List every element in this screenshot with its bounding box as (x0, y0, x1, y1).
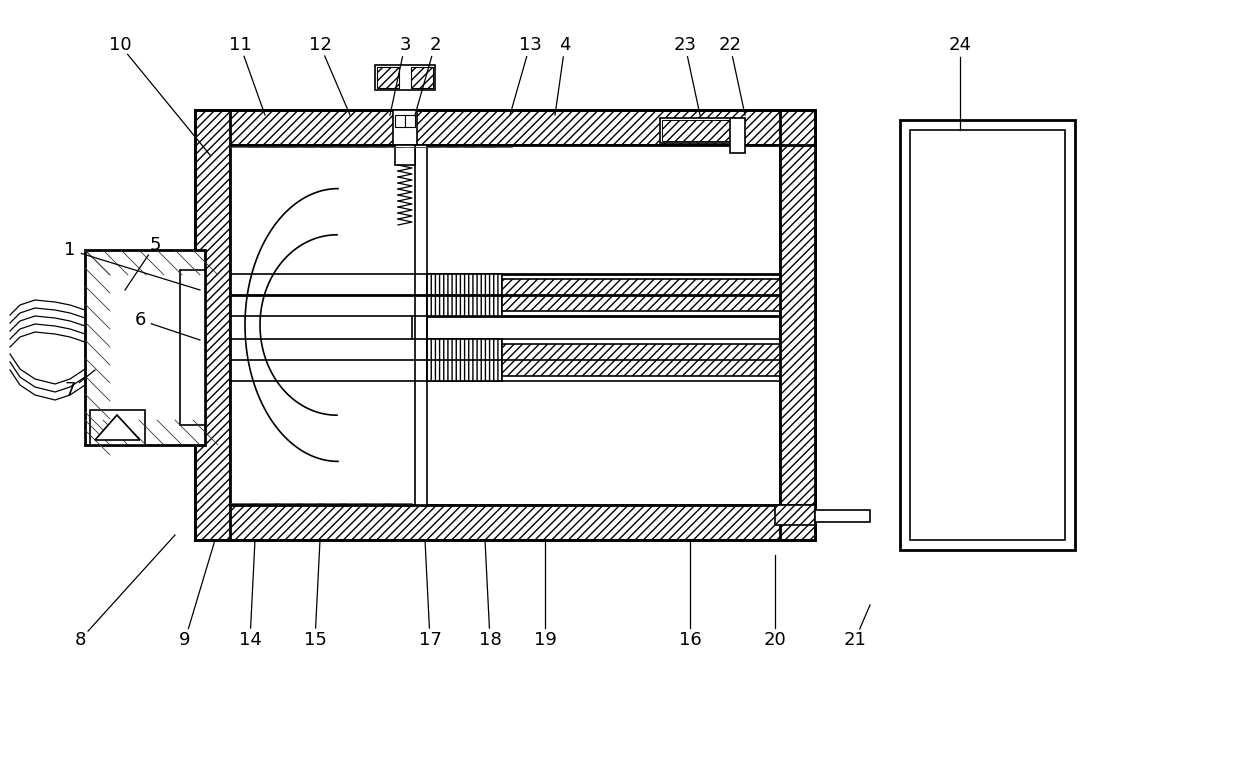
Polygon shape (95, 415, 140, 440)
Bar (662, 120, 733, 141)
Bar (180, 270, 205, 425)
Text: 7: 7 (64, 381, 76, 399)
Text: 2: 2 (429, 36, 440, 54)
Text: 19: 19 (533, 631, 557, 649)
Bar (377, 67, 399, 88)
Bar (660, 118, 735, 143)
Bar (780, 145, 815, 505)
Bar (396, 145, 415, 165)
Bar (91, 410, 145, 445)
Bar (502, 344, 780, 376)
Text: 15: 15 (304, 631, 326, 649)
Bar (502, 279, 780, 311)
Text: 11: 11 (228, 36, 252, 54)
Text: 5: 5 (149, 236, 161, 254)
Bar (393, 110, 417, 145)
Text: 8: 8 (74, 631, 86, 649)
Bar (195, 110, 815, 145)
Text: 4: 4 (559, 36, 570, 54)
Text: 22: 22 (718, 36, 742, 54)
Bar (410, 67, 433, 88)
Text: 21: 21 (843, 631, 867, 649)
Text: 12: 12 (309, 36, 331, 54)
Bar (900, 120, 1075, 550)
Bar (730, 118, 745, 153)
Bar (195, 110, 815, 540)
Bar (780, 110, 815, 540)
Bar (195, 110, 229, 540)
Text: 20: 20 (764, 631, 786, 649)
Bar (396, 115, 405, 127)
Bar (910, 130, 1065, 540)
Bar (374, 65, 435, 90)
Bar (815, 510, 870, 522)
Text: 9: 9 (180, 631, 191, 649)
Text: 16: 16 (678, 631, 702, 649)
Text: 13: 13 (518, 36, 542, 54)
Bar (775, 505, 815, 525)
Bar (86, 250, 205, 445)
Text: 24: 24 (949, 36, 971, 54)
Text: 10: 10 (109, 36, 131, 54)
Text: 3: 3 (399, 36, 410, 54)
Text: 6: 6 (134, 311, 145, 329)
Bar (415, 145, 427, 505)
Bar (229, 145, 780, 505)
Bar (427, 274, 502, 316)
Bar (405, 115, 415, 127)
Text: 18: 18 (479, 631, 501, 649)
Bar (195, 505, 815, 540)
Text: 14: 14 (238, 631, 262, 649)
Bar (427, 339, 502, 381)
Text: 17: 17 (419, 631, 441, 649)
Text: 23: 23 (673, 36, 697, 54)
Text: 1: 1 (64, 241, 76, 259)
